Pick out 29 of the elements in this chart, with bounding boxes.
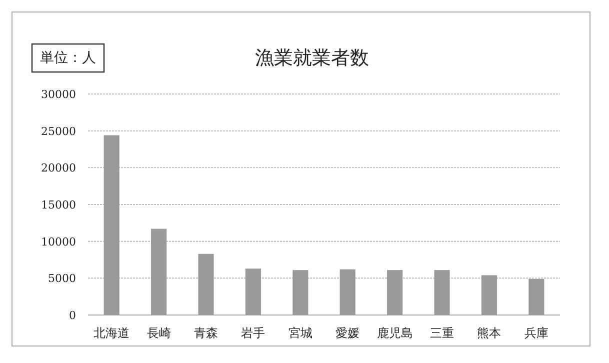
x-tick-label: 愛媛 <box>336 326 360 340</box>
bar <box>104 135 120 315</box>
x-tick-label: 北海道 <box>94 326 130 340</box>
y-tick-label: 20000 <box>41 162 76 175</box>
bar <box>151 228 167 315</box>
x-tick-label: 宮城 <box>288 326 312 340</box>
x-tick-label: 長崎 <box>146 326 171 340</box>
bar <box>198 254 214 315</box>
bar <box>434 270 450 315</box>
x-tick-label: 岩手 <box>241 326 266 340</box>
y-tick-label: 5000 <box>48 272 76 286</box>
x-tick-label: 青森 <box>194 326 218 340</box>
x-tick-label: 三重 <box>430 326 454 340</box>
x-tick-label: 鹿児島 <box>376 326 413 340</box>
y-tick-label: 25000 <box>41 124 76 138</box>
bar <box>387 270 403 315</box>
y-tick-label: 10000 <box>41 235 76 248</box>
bar <box>528 278 544 315</box>
x-tick-label: 熊本 <box>477 326 502 340</box>
y-tick-label: 0 <box>69 309 76 322</box>
bar <box>292 270 308 315</box>
bar <box>245 268 261 315</box>
bar <box>481 275 497 315</box>
bar <box>340 269 356 315</box>
x-tick-label: 兵庫 <box>524 326 548 340</box>
y-tick-label: 30000 <box>41 88 76 101</box>
y-tick-label: 15000 <box>41 198 76 212</box>
text: 単位：人 <box>40 50 96 66</box>
chart-title: 漁業就業者数 <box>255 47 369 69</box>
